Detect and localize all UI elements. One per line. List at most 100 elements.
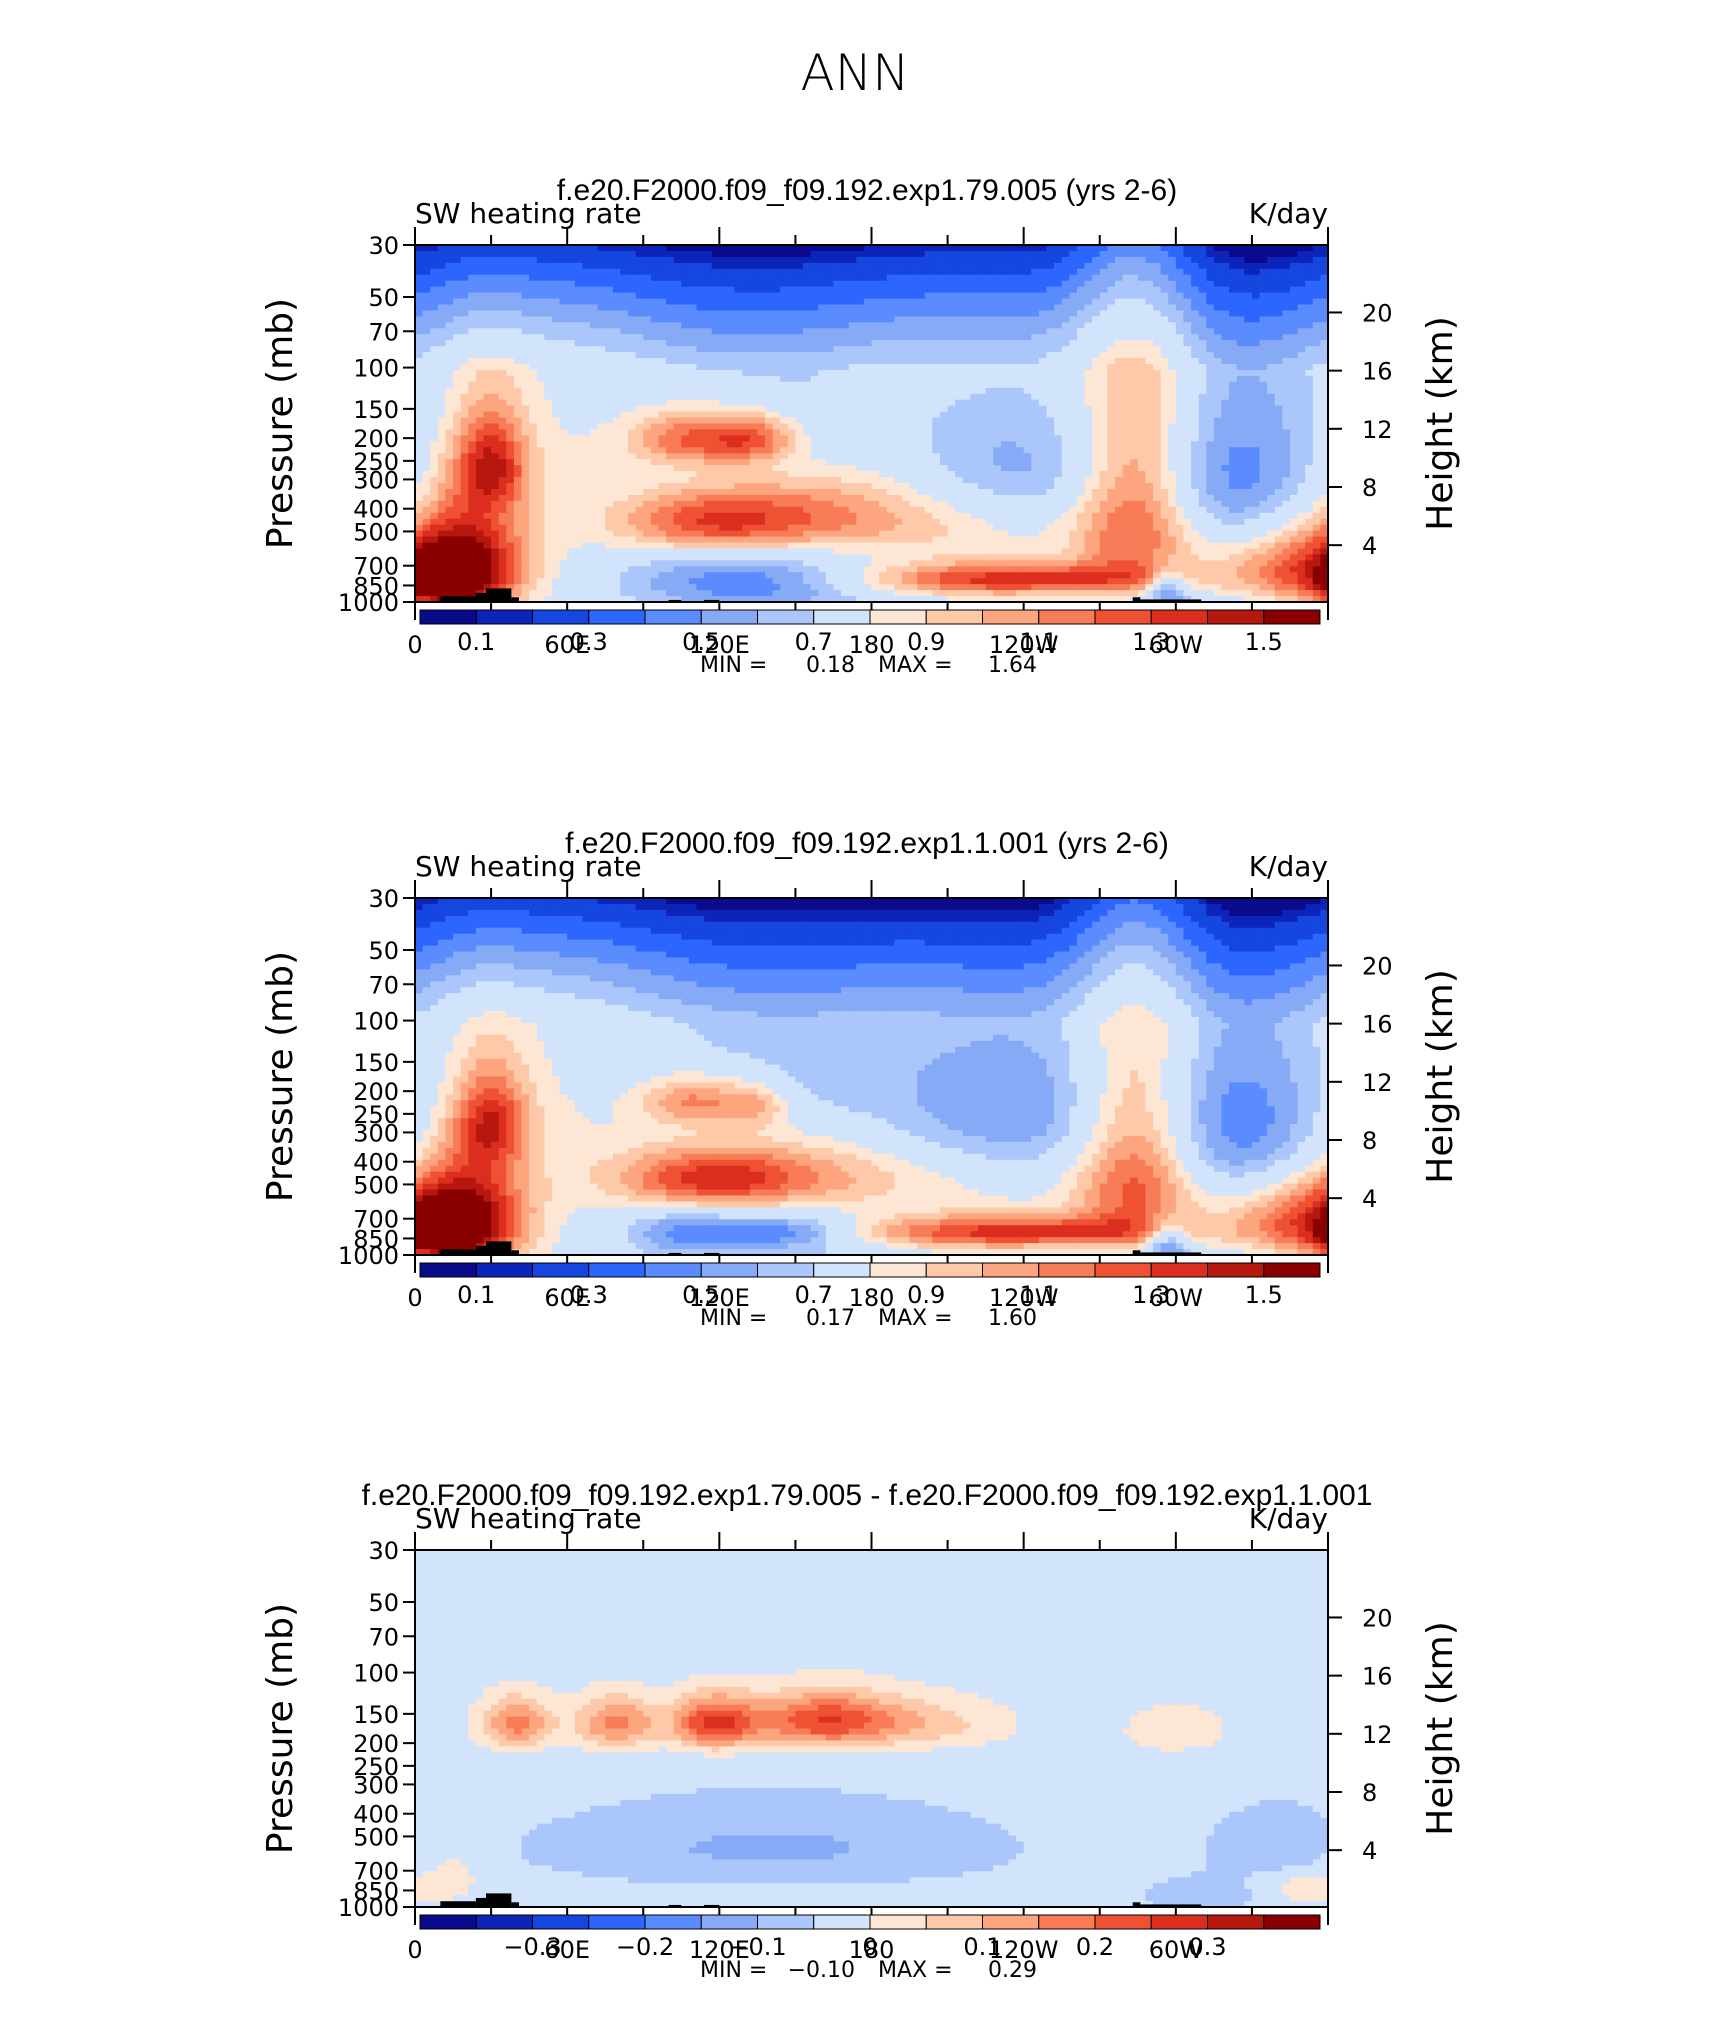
heatmap-cell xyxy=(498,459,507,466)
heatmap-cell xyxy=(1046,387,1055,395)
heatmap-cell xyxy=(574,441,583,448)
heatmap-cell xyxy=(1183,369,1192,377)
heatmap-cell xyxy=(1160,375,1169,383)
heatmap-cell xyxy=(1191,346,1200,353)
heatmap-cell xyxy=(795,369,804,377)
heatmap-cell xyxy=(605,346,614,353)
heatmap-cell xyxy=(1206,298,1215,306)
heatmap-cell xyxy=(1183,411,1192,419)
heatmap-cell xyxy=(901,292,911,300)
heatmap-cell xyxy=(559,256,568,264)
heatmap-cell xyxy=(1206,262,1215,270)
heatmap-cell xyxy=(1320,411,1329,419)
heatmap-cell xyxy=(1145,459,1154,466)
heatmap-cell xyxy=(544,316,553,323)
heatmap-cell xyxy=(445,477,454,484)
heatmap-cell xyxy=(818,334,827,341)
heatmap-cell xyxy=(841,441,850,448)
heatmap-cell xyxy=(833,358,842,365)
heatmap-cell xyxy=(924,381,933,389)
heatmap-cell xyxy=(1130,268,1139,276)
heatmap-cell xyxy=(628,387,637,395)
heatmap-cell xyxy=(415,387,424,395)
heatmap-cell xyxy=(955,256,964,264)
heatmap-cell xyxy=(1251,256,1261,264)
heatmap-cell xyxy=(993,286,1002,294)
heatmap-cell xyxy=(1175,304,1185,312)
heatmap-cell xyxy=(498,441,507,448)
heatmap-cell xyxy=(924,322,933,329)
heatmap-cell xyxy=(1137,435,1146,442)
heatmap-cell xyxy=(1282,435,1291,442)
heatmap-cell xyxy=(833,352,842,359)
heatmap-cell xyxy=(901,447,911,454)
heatmap-cell xyxy=(460,304,469,312)
heatmap-cell xyxy=(1206,292,1215,300)
heatmap-cell xyxy=(597,483,606,490)
heatmap-cell xyxy=(1282,375,1291,383)
heatmap-cell xyxy=(498,352,507,359)
heatmap-cell xyxy=(848,453,857,460)
heatmap-cell xyxy=(468,393,477,401)
heatmap-cell xyxy=(711,453,720,460)
heatmap-cell xyxy=(415,375,424,383)
heatmap-cell xyxy=(1267,256,1276,264)
heatmap-cell xyxy=(1274,274,1283,282)
heatmap-cell xyxy=(985,316,994,323)
heatmap-cell xyxy=(711,465,720,472)
heatmap-cell xyxy=(1038,280,1048,288)
heatmap-cell xyxy=(1320,435,1329,442)
heatmap-cell xyxy=(833,417,842,425)
heatmap-cell xyxy=(635,256,644,264)
heatmap-cell xyxy=(1054,423,1063,431)
heatmap-cell xyxy=(1160,405,1169,413)
heatmap-cell xyxy=(711,340,720,347)
heatmap-cell xyxy=(726,441,736,448)
heatmap-cell xyxy=(1038,316,1048,323)
heatmap-cell xyxy=(1000,334,1010,341)
heatmap-cell xyxy=(726,453,736,460)
heatmap-cell xyxy=(955,328,964,335)
heatmap-cell xyxy=(993,334,1002,341)
heatmap-cell xyxy=(1312,280,1321,288)
heatmap-cell xyxy=(521,477,530,484)
heatmap-cell xyxy=(1236,310,1245,317)
heatmap-cell xyxy=(635,447,644,454)
heatmap-cell xyxy=(696,435,705,442)
heatmap-cell xyxy=(1244,316,1253,323)
heatmap-cell xyxy=(787,298,797,306)
heatmap-cell xyxy=(1153,375,1162,383)
heatmap-cell xyxy=(894,405,903,413)
heatmap-cell xyxy=(1061,465,1070,472)
heatmap-cell xyxy=(742,435,751,442)
heatmap-cell xyxy=(795,358,804,365)
heatmap-cell xyxy=(909,387,918,395)
heatmap-cell xyxy=(1069,352,1078,359)
heatmap-cell xyxy=(1008,465,1017,472)
heatmap-cell xyxy=(559,423,568,431)
heatmap-cell xyxy=(825,447,835,454)
heatmap-cell xyxy=(1046,322,1055,329)
heatmap-cell xyxy=(1274,423,1283,431)
heatmap-cell xyxy=(1168,417,1177,425)
heatmap-cell xyxy=(749,477,758,484)
heatmap-cell xyxy=(1183,274,1192,282)
heatmap-cell xyxy=(643,399,652,407)
heatmap-cell xyxy=(1054,411,1063,419)
heatmap-cell xyxy=(521,328,530,335)
heatmap-cell xyxy=(468,399,477,407)
heatmap-cell xyxy=(1084,393,1093,401)
heatmap-cell xyxy=(1137,262,1146,270)
heatmap-cell xyxy=(1008,435,1017,442)
heatmap-cell xyxy=(719,459,728,466)
heatmap-cell xyxy=(1107,465,1116,472)
heatmap-cell xyxy=(1038,256,1048,264)
heatmap-cell xyxy=(1183,292,1192,300)
heatmap-cell xyxy=(1168,375,1177,383)
heatmap-cell xyxy=(1084,364,1093,371)
heatmap-cell xyxy=(1312,435,1321,442)
heatmap-cell xyxy=(962,411,972,419)
heatmap-cell xyxy=(1282,369,1291,377)
heatmap-cell xyxy=(574,274,583,282)
heatmap-cell xyxy=(666,393,675,401)
